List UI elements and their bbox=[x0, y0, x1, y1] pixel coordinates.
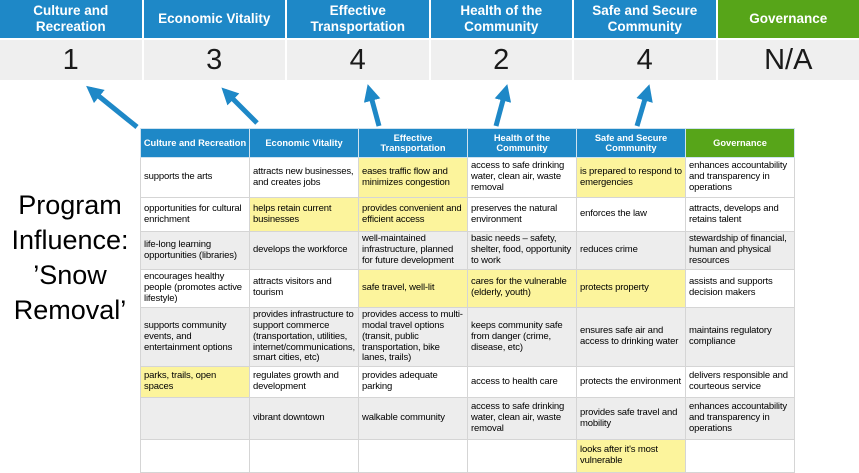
summary-score-economic-vitality: 3 bbox=[144, 40, 286, 80]
matrix-cell-r8-c3 bbox=[359, 440, 468, 473]
matrix-cell-r5-c6: maintains regulatory compliance bbox=[686, 307, 795, 367]
matrix-row-4: encourages healthy people (promotes acti… bbox=[141, 270, 795, 308]
matrix-cell-r2-c4: preserves the natural environment bbox=[468, 198, 577, 232]
matrix-cell-r7-c4: access to safe drinking water, clean air… bbox=[468, 398, 577, 440]
matrix-cell-r8-c6 bbox=[686, 440, 795, 473]
summary-header-effective-transportation: Effective Transportation bbox=[287, 0, 429, 38]
matrix-cell-r5-c3: provides access to multi-modal travel op… bbox=[359, 307, 468, 367]
matrix-cell-r5-c2: provides infrastructure to support comme… bbox=[250, 307, 359, 367]
matrix-cell-r7-c6: enhances accountability and transparency… bbox=[686, 398, 795, 440]
summary-score-safe-and-secure-community: 4 bbox=[574, 40, 716, 80]
matrix-cell-r6-c3: provides adequate parking bbox=[359, 367, 468, 398]
program-influence-label: Program Influence: ’Snow Removal’ bbox=[0, 188, 140, 328]
influence-arrow-icon bbox=[369, 89, 379, 126]
matrix-cell-r5-c4: keeps community safe from danger (crime,… bbox=[468, 307, 577, 367]
influence-arrow-icon bbox=[225, 91, 257, 123]
matrix-cell-r8-c1 bbox=[141, 440, 250, 473]
summary-score-effective-transportation: 4 bbox=[287, 40, 429, 80]
matrix-header-economic-vitality: Economic Vitality bbox=[250, 129, 359, 158]
matrix-row-8: looks after it's most vulnerable bbox=[141, 440, 795, 473]
matrix-row-5: supports community events, and entertain… bbox=[141, 307, 795, 367]
matrix-cell-r6-c1: parks, trails, open spaces bbox=[141, 367, 250, 398]
program-label-line: ’Snow bbox=[0, 258, 140, 293]
matrix-cell-r8-c5: looks after it's most vulnerable bbox=[577, 440, 686, 473]
matrix-cell-r3-c6: stewardship of financial, human and phys… bbox=[686, 232, 795, 270]
matrix-cell-r4-c6: assists and supports decision makers bbox=[686, 270, 795, 308]
summary-header-culture-and-recreation: Culture and Recreation bbox=[0, 0, 142, 38]
summary-score-health-of-the-community: 2 bbox=[431, 40, 573, 80]
program-label-line: Influence: bbox=[0, 223, 140, 258]
matrix-cell-r1-c6: enhances accountability and transparency… bbox=[686, 158, 795, 198]
matrix-cell-r6-c6: delivers responsible and courteous servi… bbox=[686, 367, 795, 398]
matrix-cell-r1-c5: is prepared to respond to emergencies bbox=[577, 158, 686, 198]
matrix-cell-r4-c4: cares for the vulnerable (elderly, youth… bbox=[468, 270, 577, 308]
matrix-cell-r7-c5: provides safe travel and mobility bbox=[577, 398, 686, 440]
matrix-header-effective-transportation: Effective Transportation bbox=[359, 129, 468, 158]
matrix-cell-r5-c1: supports community events, and entertain… bbox=[141, 307, 250, 367]
matrix-cell-r8-c4 bbox=[468, 440, 577, 473]
matrix-cell-r4-c1: encourages healthy people (promotes acti… bbox=[141, 270, 250, 308]
matrix-cell-r2-c5: enforces the law bbox=[577, 198, 686, 232]
matrix-cell-r3-c5: reduces crime bbox=[577, 232, 686, 270]
influence-arrow-icon bbox=[496, 89, 506, 126]
matrix-cell-r7-c2: vibrant downtown bbox=[250, 398, 359, 440]
influence-arrow-icon bbox=[637, 89, 648, 126]
summary-header-safe-and-secure-community: Safe and Secure Community bbox=[574, 0, 716, 38]
matrix-header-safe-and-secure-community: Safe and Secure Community bbox=[577, 129, 686, 158]
matrix-cell-r1-c4: access to safe drinking water, clean air… bbox=[468, 158, 577, 198]
matrix-cell-r3-c3: well-maintained infrastructure, planned … bbox=[359, 232, 468, 270]
matrix-header-health-of-the-community: Health of the Community bbox=[468, 129, 577, 158]
summary-header-governance: Governance bbox=[718, 0, 859, 38]
matrix-cell-r4-c5: protects property bbox=[577, 270, 686, 308]
program-label-line: Program bbox=[0, 188, 140, 223]
summary-score-culture-and-recreation: 1 bbox=[0, 40, 142, 80]
matrix-cell-r4-c3: safe travel, well-lit bbox=[359, 270, 468, 308]
matrix-cell-r3-c1: life-long learning opportunities (librar… bbox=[141, 232, 250, 270]
matrix-cell-r3-c4: basic needs – safety, shelter, food, opp… bbox=[468, 232, 577, 270]
matrix-cell-r6-c4: access to health care bbox=[468, 367, 577, 398]
matrix-cell-r2-c3: provides convenient and efficient access bbox=[359, 198, 468, 232]
summary-header-economic-vitality: Economic Vitality bbox=[144, 0, 286, 38]
matrix-cell-r1-c1: supports the arts bbox=[141, 158, 250, 198]
summary-score-governance: N/A bbox=[718, 40, 859, 80]
matrix-header-culture-and-recreation: Culture and Recreation bbox=[141, 129, 250, 158]
influence-arrows bbox=[0, 78, 859, 130]
matrix-row-3: life-long learning opportunities (librar… bbox=[141, 232, 795, 270]
matrix-cell-r7-c1 bbox=[141, 398, 250, 440]
matrix-cell-r2-c1: opportunities for cultural enrichment bbox=[141, 198, 250, 232]
program-label-line: Removal’ bbox=[0, 293, 140, 328]
matrix-cell-r6-c2: regulates growth and development bbox=[250, 367, 359, 398]
summary-header-health-of-the-community: Health of the Community bbox=[431, 0, 573, 38]
matrix-header-governance: Governance bbox=[686, 129, 795, 158]
matrix-cell-r2-c2: helps retain current businesses bbox=[250, 198, 359, 232]
matrix-cell-r8-c2 bbox=[250, 440, 359, 473]
influence-arrow-icon bbox=[90, 89, 137, 127]
matrix-cell-r2-c6: attracts, develops and retains talent bbox=[686, 198, 795, 232]
matrix-cell-r7-c3: walkable community bbox=[359, 398, 468, 440]
matrix-cell-r1-c3: eases traffic flow and minimizes congest… bbox=[359, 158, 468, 198]
matrix-cell-r4-c2: attracts visitors and tourism bbox=[250, 270, 359, 308]
matrix-cell-r3-c2: develops the workforce bbox=[250, 232, 359, 270]
matrix-cell-r6-c5: protects the environment bbox=[577, 367, 686, 398]
matrix-cell-r5-c5: ensures safe air and access to drinking … bbox=[577, 307, 686, 367]
matrix-cell-r1-c2: attracts new businesses, and creates job… bbox=[250, 158, 359, 198]
